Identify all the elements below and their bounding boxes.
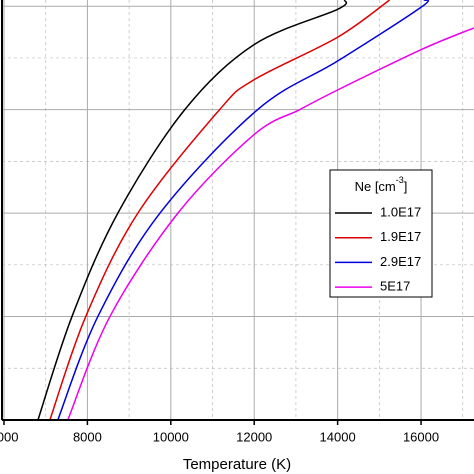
legend-title: Ne [cm-3] — [355, 175, 408, 194]
legend-box — [329, 169, 433, 298]
legend-title-sup: -3 — [396, 175, 404, 185]
x-tick-label: 6000 — [0, 429, 18, 444]
x-tick-label: 12000 — [236, 429, 272, 444]
legend-label: 1.9E17 — [380, 229, 421, 244]
legend-label: 5E17 — [380, 279, 410, 294]
series-line — [57, 0, 430, 420]
x-tick-label: 8000 — [73, 429, 102, 444]
legend-title-close: ] — [404, 179, 408, 194]
legend-label: 2.9E17 — [380, 254, 421, 269]
x-tick-label: 10000 — [153, 429, 189, 444]
legend-title-base: Ne [cm — [355, 179, 396, 194]
series-line — [49, 0, 390, 420]
legend-label: 1.0E17 — [380, 204, 421, 219]
series-line — [67, 27, 474, 420]
x-tick-label: 16000 — [403, 429, 439, 444]
x-axis-label: Temperature (K) — [183, 456, 291, 473]
legend: 1.0E17 1.9E17 2.9E17 5E17 — [335, 204, 421, 294]
x-tick-label: 14000 — [320, 429, 356, 444]
lines — [37, 0, 474, 420]
ticks: 600080001000012000140001600001234 — [0, 420, 439, 444]
series-line — [37, 0, 348, 420]
